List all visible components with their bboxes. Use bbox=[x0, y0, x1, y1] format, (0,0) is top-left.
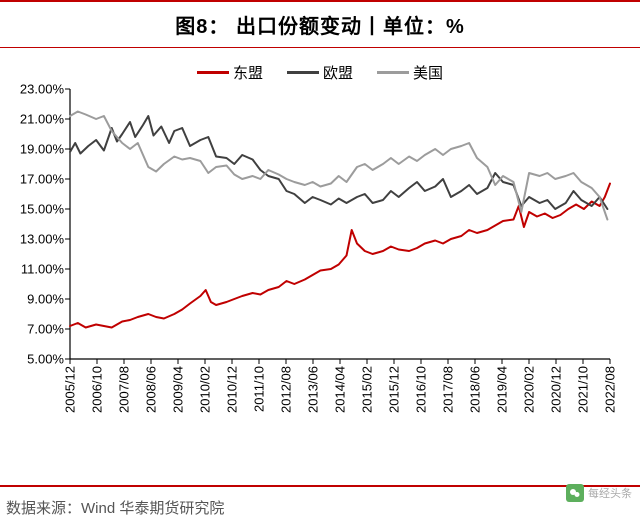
watermark: 每经头条 bbox=[566, 484, 632, 502]
x-tick-label: 2010/12 bbox=[225, 366, 240, 413]
x-tick-label: 2017/08 bbox=[441, 366, 456, 413]
x-tick-label: 2010/02 bbox=[198, 366, 213, 413]
source-text: 数据来源：Wind 华泰期货研究院 bbox=[0, 487, 640, 518]
y-tick-label: 9.00% bbox=[27, 292, 70, 307]
legend-label-asean: 东盟 bbox=[233, 62, 263, 83]
y-tick-label: 5.00% bbox=[27, 352, 70, 367]
x-tick-label: 2012/08 bbox=[279, 366, 294, 413]
legend-item-eu: 欧盟 bbox=[287, 62, 353, 83]
legend-line-eu bbox=[287, 71, 319, 74]
x-tick-label: 2020/02 bbox=[522, 366, 537, 413]
x-tick-label: 2005/12 bbox=[63, 366, 78, 413]
y-tick-label: 7.00% bbox=[27, 322, 70, 337]
legend-item-asean: 东盟 bbox=[197, 62, 263, 83]
legend: 东盟 欧盟 美国 bbox=[0, 48, 640, 89]
y-tick-label: 13.00% bbox=[20, 232, 70, 247]
y-tick-label: 21.00% bbox=[20, 112, 70, 127]
x-tick-label: 2015/02 bbox=[360, 366, 375, 413]
y-tick-label: 17.00% bbox=[20, 172, 70, 187]
y-tick-label: 11.00% bbox=[21, 262, 70, 277]
legend-item-us: 美国 bbox=[377, 62, 443, 83]
x-tick-label: 2018/06 bbox=[468, 366, 483, 413]
legend-line-asean bbox=[197, 71, 229, 74]
x-tick-label: 2020/12 bbox=[549, 366, 564, 413]
x-tick-label: 2013/06 bbox=[306, 366, 321, 413]
x-tick-label: 2016/10 bbox=[414, 366, 429, 413]
x-tick-label: 2011/10 bbox=[252, 366, 267, 412]
x-tick-label: 2015/12 bbox=[387, 366, 402, 413]
x-tick-label: 2006/10 bbox=[90, 366, 105, 413]
x-tick-label: 2008/06 bbox=[144, 366, 159, 413]
x-tick-label: 2019/04 bbox=[495, 366, 510, 413]
x-tick-label: 2014/04 bbox=[333, 366, 348, 413]
watermark-text: 每经头条 bbox=[588, 485, 632, 501]
chart-area: 5.00%7.00%9.00%11.00%13.00%15.00%17.00%1… bbox=[70, 89, 610, 419]
x-tick-label: 2009/04 bbox=[171, 366, 186, 413]
wechat-icon bbox=[566, 484, 584, 502]
legend-label-eu: 欧盟 bbox=[323, 62, 353, 83]
legend-label-us: 美国 bbox=[413, 62, 443, 83]
legend-line-us bbox=[377, 71, 409, 74]
y-tick-label: 15.00% bbox=[20, 202, 70, 217]
x-tick-label: 2021/10 bbox=[576, 366, 591, 413]
y-tick-label: 19.00% bbox=[20, 142, 70, 157]
x-tick-label: 2007/08 bbox=[117, 366, 132, 413]
chart-title: 图8： 出口份额变动丨单位：% bbox=[0, 0, 640, 48]
x-tick-label: 2022/08 bbox=[603, 366, 618, 413]
y-tick-label: 23.00% bbox=[20, 82, 70, 97]
